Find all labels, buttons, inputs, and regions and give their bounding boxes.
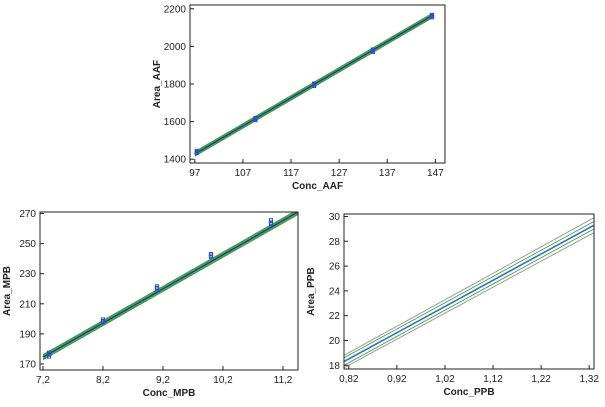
x-tick-label-aaf: 97 xyxy=(189,168,201,179)
data-point-mpb xyxy=(268,220,274,225)
data-point-aaf xyxy=(253,115,258,121)
plot-area-ppb xyxy=(344,217,594,369)
fit-line-mpb xyxy=(42,212,298,358)
x-tick-label-aaf: 107 xyxy=(235,168,252,179)
plot-area-aaf xyxy=(194,12,435,157)
x-tick-label-ppb: 0,82 xyxy=(339,374,359,385)
chart-aaf: 97 107 117 127 137 147 1400 1600 1800 2000 2200 Con… xyxy=(152,4,446,192)
y-tick-label-aaf: 1600 xyxy=(164,117,187,128)
chart-mpb: 7,2 8,2 9,2 10,2 11,2 170 190 210 230 250 270 Conc_… xyxy=(2,209,299,399)
data-point-mpb xyxy=(154,284,160,289)
prediction-band-upper-mpb xyxy=(42,212,295,356)
x-tick-label-mpb: 8,2 xyxy=(96,375,110,386)
y-tick-label-aaf: 1400 xyxy=(164,155,187,166)
x-tick-label-mpb: 9,2 xyxy=(156,375,170,386)
data-point-mpb xyxy=(208,252,214,257)
x-tick-label-aaf: 147 xyxy=(427,168,444,179)
y-axis-label-aaf: Area_AAF xyxy=(152,60,163,108)
data-point-mpb xyxy=(268,218,274,223)
prediction-band-lower-ppb xyxy=(344,232,594,369)
y-tick-label-mpb: 170 xyxy=(19,359,36,370)
y-tick-label-ppb: 26 xyxy=(329,262,341,273)
y-tick-label-mpb: 250 xyxy=(19,239,36,250)
y-tick-label-aaf: 2000 xyxy=(164,42,187,53)
x-tick-label-mpb: 7,2 xyxy=(36,375,50,386)
confidence-band-upper-mpb xyxy=(42,212,297,357)
y-tick-label-mpb: 270 xyxy=(19,209,36,220)
x-axis-label-aaf: Conc_AAF xyxy=(292,181,343,192)
x-tick-label-mpb: 10,2 xyxy=(213,375,233,386)
y-tick-label-mpb: 190 xyxy=(19,329,36,340)
x-axis-label-mpb: Conc_MPB xyxy=(143,388,196,399)
y-tick-label-ppb: 20 xyxy=(329,336,341,347)
data-point-aaf xyxy=(370,47,375,52)
data-point-aaf xyxy=(194,148,199,154)
y-tick-label-ppb: 18 xyxy=(329,361,341,372)
y-tick-label-mpb: 230 xyxy=(19,269,36,280)
x-tick-label-aaf: 127 xyxy=(331,168,348,179)
y-tick-label-mpb: 210 xyxy=(19,299,36,310)
y-axis-label-ppb: Area_PPB xyxy=(306,267,317,315)
plot-area-mpb xyxy=(42,212,298,361)
prediction-band-upper-ppb xyxy=(344,217,594,356)
x-tick-label-ppb: 0,92 xyxy=(387,374,407,385)
data-point-mpb xyxy=(46,350,52,355)
plot-frame-mpb xyxy=(39,211,299,371)
x-tick-label-ppb: 1,22 xyxy=(531,374,551,385)
data-point-mpb xyxy=(46,354,52,359)
x-tick-label-ppb: 1,12 xyxy=(483,374,503,385)
confidence-band-upper-ppb xyxy=(344,221,594,359)
y-tick-label-ppb: 24 xyxy=(329,286,341,297)
x-tick-label-aaf: 117 xyxy=(283,168,299,179)
x-tick-label-mpb: 11,2 xyxy=(274,375,293,386)
data-point-mpb xyxy=(100,317,106,322)
y-tick-label-ppb: 30 xyxy=(329,212,341,223)
y-tick-label-aaf: 2200 xyxy=(164,4,187,15)
plot-frame-ppb xyxy=(343,213,595,370)
y-tick-label-ppb: 28 xyxy=(329,237,341,248)
y-tick-label-ppb: 22 xyxy=(329,311,341,322)
fit-line-ppb xyxy=(344,224,594,363)
y-axis-label-mpb: Area_MPB xyxy=(2,266,13,316)
x-tick-label-aaf: 137 xyxy=(379,168,396,179)
prediction-band-lower-aaf xyxy=(194,16,434,157)
data-point-aaf xyxy=(429,12,435,18)
x-tick-label-ppb: 1,02 xyxy=(435,374,455,385)
confidence-band-lower-mpb xyxy=(42,213,298,360)
x-axis-label-ppb: Conc_PPB xyxy=(443,387,494,398)
data-point-aaf xyxy=(312,81,317,86)
x-tick-label-ppb: 1,32 xyxy=(579,374,599,385)
prediction-band-lower-mpb xyxy=(42,214,298,361)
y-tick-label-aaf: 1800 xyxy=(164,80,187,91)
confidence-band-lower-ppb xyxy=(344,228,594,366)
chart-ppb: 0,82 0,92 1,02 1,12 1,22 1,32 18 20 22 24 26 28 30 Co… xyxy=(306,212,599,398)
